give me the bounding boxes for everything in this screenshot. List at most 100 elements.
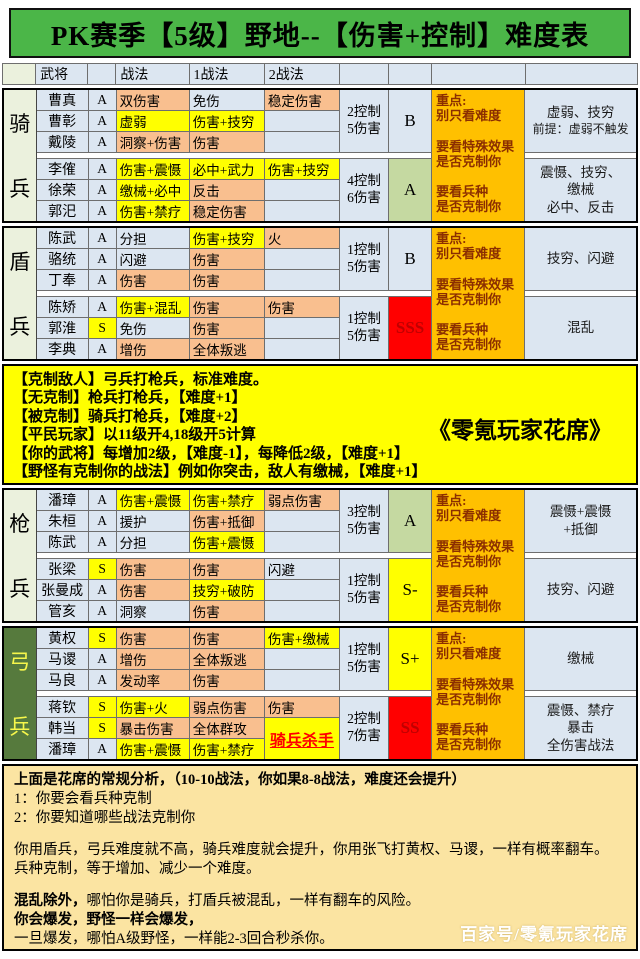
control-damage-cell: 1控制 5伤害 (338, 558, 390, 623)
grade-cell: A (87, 600, 117, 623)
skill-cell: 分担 (115, 226, 190, 249)
commander-name-cell: 李典 (35, 338, 89, 361)
skill-cell: 伤害 (263, 696, 340, 718)
skill-cell: 伤害 (115, 626, 190, 649)
grade-cell: A (87, 158, 117, 180)
control-damage-cell: 1控制 5伤害 (338, 626, 390, 691)
grade-cell: A (87, 738, 117, 761)
header-cell: 武将 (35, 63, 89, 85)
skill-cell (263, 110, 340, 132)
skill-cell: 伤害+震慑 (188, 531, 265, 553)
unit-label: 盾兵 (9, 250, 31, 339)
effects-sub-note: 前提：虚弱不触发 (532, 121, 629, 136)
commander-name-cell: 陈武 (35, 531, 89, 553)
skill-cell: 稳定伤害 (188, 200, 265, 223)
commander-name-cell: 朱桓 (35, 510, 89, 532)
skill-cell: 伤害 (188, 269, 265, 291)
effects-cell: 震慑+震慑 +抵御 (524, 488, 638, 553)
effects-cell: 技穷、闪避 (524, 226, 638, 291)
skill-cell: 伤害+技穷 (188, 226, 265, 249)
commander-name-cell: 马谡 (35, 648, 89, 670)
grade-cell: A (87, 226, 117, 249)
effects-cell: 震慑、技穷、 缴械 必中、反击 (524, 158, 638, 223)
control-damage-cell: 1控制 5伤害 (338, 296, 390, 361)
difficulty-cell: B (388, 88, 433, 153)
focus-note-cell: 重点: 别只看难度 要看特殊效果 是否克制你 要看兵种 是否克制你 (431, 88, 526, 223)
commander-name-cell: 郭汜 (35, 200, 89, 223)
note-line: 兵种克制，等于增加、减少一个难度。 (14, 861, 261, 877)
commander-name-cell: 陈武 (35, 226, 89, 249)
grade-cell: A (87, 131, 117, 153)
skill-cell: 伤害 (115, 269, 190, 291)
skill-cell: 伤害+禁疗 (188, 488, 265, 511)
header-empty-cell (339, 63, 390, 85)
section-cavalry: 骑兵曹真 A 双伤害 免伤 稳定伤害 2控制 5伤害 B 重点: 别只看难度 要看特殊效果 是… (0, 88, 640, 223)
skill-cell: 闪避 (263, 558, 340, 580)
grade-cell: A (87, 579, 117, 601)
commander-name-cell: 张梁 (35, 558, 89, 580)
commander-name-cell: 骆统 (35, 248, 89, 270)
gap-cell (524, 152, 637, 159)
commander-name-cell: 管亥 (35, 600, 89, 623)
skill-cell: 发动率 (115, 669, 190, 691)
unit-label: 弓兵 (9, 650, 31, 739)
section-archer: 弓兵黄权 S 伤害 伤害 伤害+缴械 1控制 5伤害 S+ 重点: 别只看难度 要看特殊效果 … (0, 626, 640, 761)
effects-cell: 虚弱、技穷 前提：虚弱不触发 (524, 88, 638, 153)
rules-band: 【克制敌人】弓兵打枪兵，标准难度。 【无克制】枪兵打枪兵，【难度+1】 【被克制】骑… (2, 364, 638, 485)
unit-label: 骑兵 (9, 112, 31, 201)
skill-cell: 伤害 (188, 626, 265, 649)
commander-name-cell: 蒋钦 (35, 696, 89, 718)
commander-name-cell: 马良 (35, 669, 89, 691)
commander-name-cell: 曹真 (35, 88, 89, 111)
commander-name-cell: 丁奉 (35, 269, 89, 291)
effects-cell: 震慑、禁疗 暴击 全伤害战法 (524, 696, 638, 761)
commander-name-cell: 陈矫 (35, 296, 89, 318)
difficulty-cell: S+ (388, 626, 433, 691)
skill-cell: 伤害+技穷 (188, 110, 265, 132)
grade-cell: S (87, 717, 117, 739)
skill-cell: 伤害 (115, 579, 190, 601)
unit-label: 枪兵 (9, 512, 31, 601)
grade-cell: S (87, 696, 117, 718)
grade-cell: S (87, 317, 117, 339)
note-line: 混乱除外，哪怕你是骑兵，打盾兵被混乱，一样有翻车的风险。 (14, 893, 420, 909)
grade-cell: A (87, 269, 117, 291)
skill-cell: 全体群攻 (188, 717, 265, 739)
skill-cell: 伤害+震慑 (115, 158, 190, 180)
skill-cell: 伤害 (188, 317, 265, 339)
skill-cell (263, 648, 340, 670)
skill-cell (263, 269, 340, 291)
note-line: 上面是花席的常规分析，（10-10战法，你如果8-8战法，难度还会提升） (14, 772, 466, 788)
grade-cell: S (87, 558, 117, 580)
difficulty-cell: S- (388, 558, 433, 623)
rules-lines: 【克制敌人】弓兵打枪兵，标准难度。 【无克制】枪兵打枪兵，【难度+1】 【被克制】骑… (13, 371, 627, 481)
rule-line: 【被克制】骑兵打枪兵，【难度+2】 (13, 408, 247, 425)
difficulty-cell: A (388, 158, 433, 223)
skill-cell: 全体叛逃 (188, 648, 265, 670)
commander-name-cell: 张曼成 (35, 579, 89, 601)
skill-cell: 弱点伤害 (263, 488, 340, 511)
page-title: PK赛季【5级】野地--【伤害+控制】难度表 (9, 8, 631, 58)
skill-cell: 反击 (188, 179, 265, 201)
grade-cell: A (87, 296, 117, 318)
skill-cell: 洞察+伤害 (115, 131, 190, 153)
rule-line: 【你的武将】每增加2级，【难度-1】，每降低2级，【难度+1】 (13, 445, 410, 462)
commander-name-cell: 潘璋 (35, 738, 89, 761)
skill-cell (263, 600, 340, 623)
bottom-notes: 上面是花席的常规分析，（10-10战法，你如果8-8战法，难度还会提升） 1：你要… (2, 764, 638, 951)
skill-cell: 伤害+混乱 (115, 296, 190, 318)
header-empty-cell (524, 63, 639, 85)
skill-cell: 伤害 (115, 558, 190, 580)
gap-cell (524, 690, 637, 697)
skill-cell: 虚弱 (115, 110, 190, 132)
grade-cell: A (87, 248, 117, 270)
header-empty-cell (87, 63, 117, 85)
note-bold-prefix: 混乱除外， (14, 893, 87, 909)
skill-cell (263, 179, 340, 201)
skill-cell (263, 338, 340, 361)
killer-tag-cell: 骑兵杀手 (263, 717, 340, 761)
control-damage-cell: 4控制 6伤害 (338, 158, 390, 223)
table-header-area: 武将 战法 1战法 2战法 (0, 63, 640, 85)
skill-cell: 必中+武力 (188, 158, 265, 180)
grade-cell: A (87, 88, 117, 111)
